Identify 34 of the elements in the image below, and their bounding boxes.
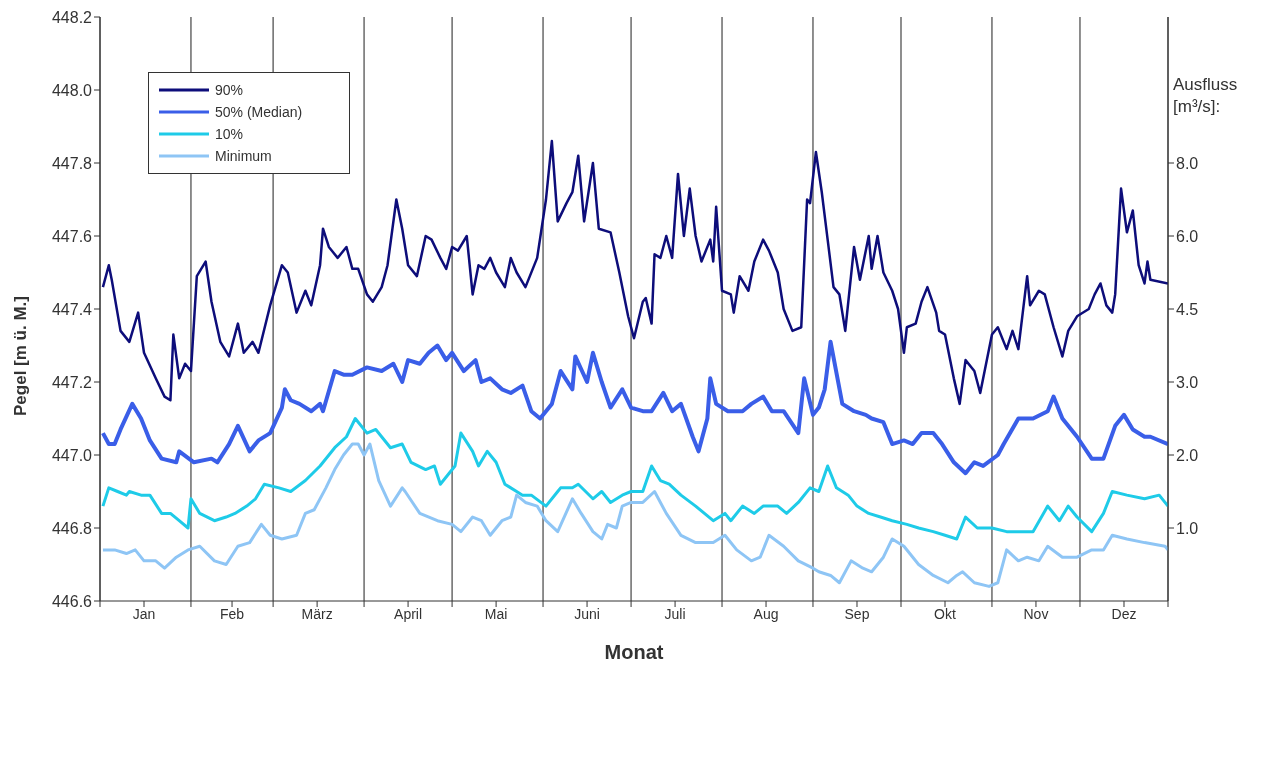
x-tick-label: Nov	[1023, 605, 1049, 622]
legend-label: 90%	[215, 82, 244, 98]
x-tick-label: Aug	[753, 605, 779, 622]
x-axis-title: Monat	[604, 641, 664, 663]
y-tick-label: 448.0	[51, 81, 93, 99]
x-tick-label: Okt	[934, 605, 957, 622]
y-tick-label: 446.6	[51, 592, 93, 610]
y-tick-label: 446.8	[51, 519, 93, 537]
text: 8.0	[1176, 154, 1199, 172]
text: 1.0	[1176, 519, 1199, 537]
text: 2.0	[1176, 446, 1199, 464]
x-tick-label: April	[394, 605, 423, 622]
x-tick-label: Dez	[1111, 605, 1137, 622]
y2-axis-title: Ausfluss [m³/s]:	[1173, 75, 1238, 116]
x-tick-label: Juni	[574, 605, 600, 622]
y-axis-title: Pegel [m ü. M.]	[11, 296, 30, 416]
legend-label: Minimum	[215, 148, 272, 164]
y-tick-label: 447.8	[51, 154, 93, 172]
y-tick-label: 447.0	[51, 446, 93, 464]
y-tick-label: 447.6	[51, 227, 93, 245]
text: 4.5	[1176, 300, 1199, 318]
y-tick-label: 448.2	[51, 8, 93, 26]
x-tick-label: Sep	[844, 605, 870, 622]
text: 6.0	[1176, 227, 1199, 245]
x-tick-label: Mai	[484, 605, 508, 622]
legend-label: 50% (Median)	[215, 104, 303, 120]
x-tick-label: Feb	[219, 605, 245, 622]
x-tick-label: Jan	[132, 605, 156, 622]
x-tick-label: März	[301, 605, 333, 622]
x-tick-label: Juli	[664, 605, 686, 622]
y-tick-label: 447.4	[51, 300, 93, 318]
y-tick-label: 447.2	[51, 373, 93, 391]
legend-label: 10%	[215, 126, 244, 142]
text: 3.0	[1176, 373, 1199, 391]
